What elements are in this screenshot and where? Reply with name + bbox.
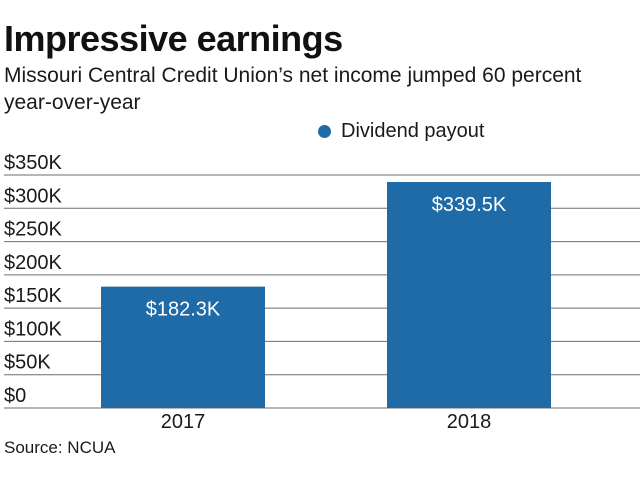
y-tick-label: $150K xyxy=(4,285,62,307)
y-tick-label: $300K xyxy=(4,185,62,207)
data-label: $339.5K xyxy=(432,194,507,216)
bar xyxy=(101,286,265,408)
y-tick-label: $250K xyxy=(4,219,62,241)
chart-title: Impressive earnings xyxy=(4,18,343,59)
bar-chart: $0 $50K $100K $150K $200K $250K $300K $350K $182… xyxy=(4,152,640,433)
source-note: Source: NCUA xyxy=(4,438,116,457)
y-tick-label: $100K xyxy=(4,318,62,340)
y-tick-label: $200K xyxy=(4,252,62,274)
data-label: $182.3K xyxy=(146,299,221,321)
x-tick-label: 2018 xyxy=(447,411,492,433)
y-tick-label: $50K xyxy=(4,352,51,374)
x-tick-label: 2017 xyxy=(161,411,206,433)
legend-label: Dividend payout xyxy=(341,120,485,142)
bar xyxy=(387,181,551,408)
legend: Dividend payout xyxy=(318,120,484,143)
legend-swatch xyxy=(318,125,331,138)
y-tick-label: $350K xyxy=(4,152,62,174)
y-tick-label: $0 xyxy=(4,385,26,407)
chart-subtitle: Missouri Central Credit Union’s net inco… xyxy=(4,64,582,114)
